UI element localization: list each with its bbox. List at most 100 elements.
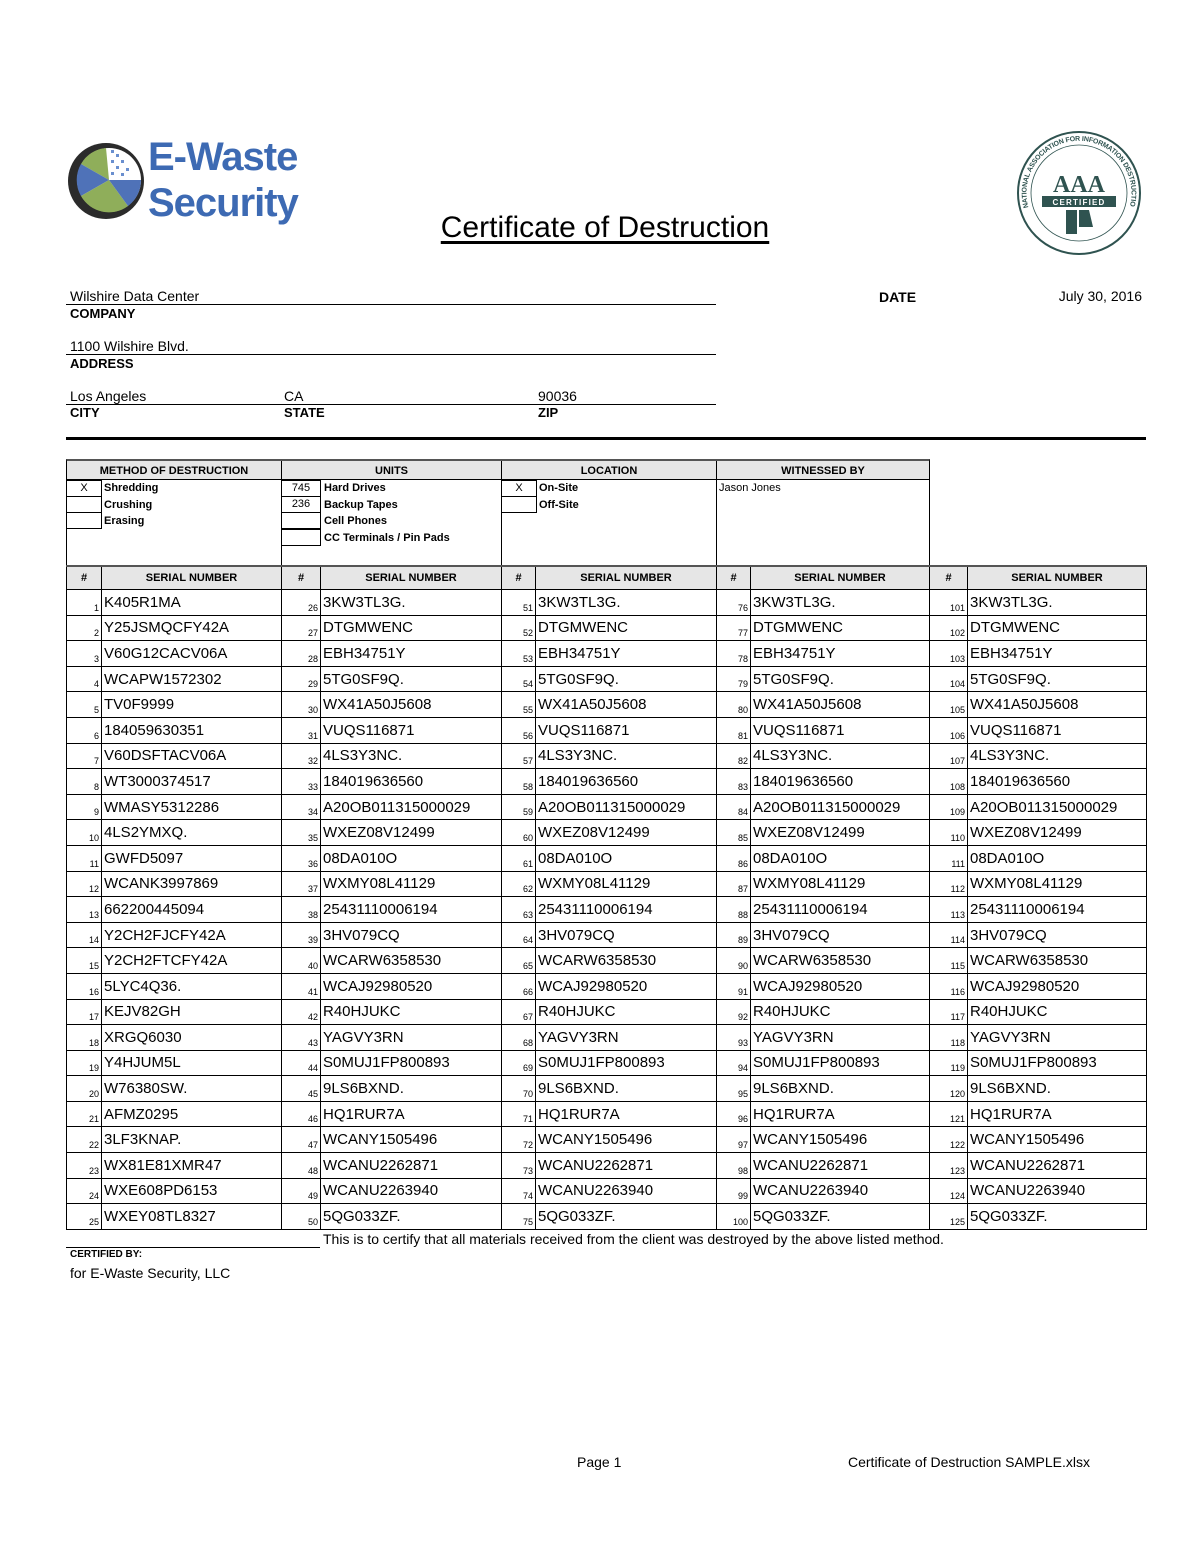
serial-number: WCANU2262871 [750,1152,930,1179]
item-number: 72 [501,1126,536,1154]
serial-number: R40HJUKC [967,998,1147,1026]
serial-number: VUQS116871 [535,716,717,744]
location-off-site-checkbox[interactable] [502,496,537,513]
serial-number: AFMZ0295 [101,1100,282,1128]
item-number: 121 [929,1100,968,1128]
item-number: 81 [716,716,751,744]
serial-number: HQ1RUR7A [750,1100,930,1128]
serial-number: WCAJ92980520 [750,972,930,1000]
item-number: 29 [281,665,321,693]
zip-label: ZIP [538,405,559,420]
item-number: 90 [716,947,751,974]
file-name: Certificate of Destruction SAMPLE.xlsx [848,1454,1090,1470]
item-number: 53 [501,640,536,667]
units-backup-tapes-label: Backup Tapes [324,499,398,511]
serial-number: 3HV079CQ [967,921,1147,949]
serial-header: SERIAL NUMBER [967,565,1147,590]
serial-number: 5TG0SF9Q. [320,665,502,693]
table-row: 5 TV0F9999 30 WX41A50J5608 55 WX41A50J5608 80 W… [66,691,1147,718]
item-number: 26 [281,589,321,616]
item-number: 9 [66,793,102,821]
item-number: 93 [716,1024,751,1051]
item-number: 24 [66,1177,102,1205]
method-crushing-label: Crushing [104,499,153,511]
units-backup-tapes-count[interactable]: 236 [282,496,321,513]
item-number: 97 [716,1126,751,1154]
item-number: 55 [501,691,536,718]
item-number: 89 [716,921,751,949]
item-number: 111 [929,844,968,872]
serial-header: SERIAL NUMBER [320,565,502,590]
method-erasing-label: Erasing [104,515,145,527]
table-row: 6 184059630351 31 VUQS116871 56 VUQS116871 81 V… [66,716,1147,744]
city-value: Los Angeles [70,388,147,404]
address-label: ADDRESS [70,356,134,371]
serial-number: YAGVY3RN [535,1024,717,1051]
item-number: 73 [501,1152,536,1179]
state-value: CA [284,388,304,404]
serial-number: V60G12CACV06A [101,640,282,667]
serial-number: WX41A50J5608 [967,691,1147,718]
serial-number: 5QG033ZF. [967,1203,1147,1230]
serial-number: 08DA010O [320,844,502,872]
serial-number: 25431110006194 [750,896,930,923]
method-erasing-checkbox[interactable] [67,512,102,529]
num-header: # [281,565,321,590]
serial-number: DTGMWENC [967,614,1147,642]
method-crushing-checkbox[interactable] [67,496,102,513]
item-number: 69 [501,1049,536,1077]
item-number: 41 [281,972,321,1000]
item-number: 110 [929,819,968,846]
serial-number: EBH34751Y [750,640,930,667]
table-row: 8 WT3000374517 33 184019636560 58 18401963656… [66,768,1147,795]
serial-number: WXEY08TL8327 [101,1203,282,1230]
serial-number: A20OB011315000029 [967,793,1147,821]
item-number: 66 [501,972,536,1000]
item-number: 47 [281,1126,321,1154]
serial-number: V60DSFTACV06A [101,742,282,770]
item-number: 122 [929,1126,968,1154]
serial-number: WCARW6358530 [750,947,930,974]
serial-number: 9LS6BXND. [750,1075,930,1102]
method-shredding-checkbox[interactable]: X [67,480,102,497]
item-number: 84 [716,793,751,821]
table-row: 18 XRGQ6030 43 YAGVY3RN 68 YAGVY3RN 93 YAGVY3RN… [66,1024,1147,1051]
item-number: 107 [929,742,968,770]
serial-number: 5TG0SF9Q. [750,665,930,693]
serial-number: 08DA010O [750,844,930,872]
table-row: 11 GWFD5097 36 08DA010O 61 08DA010O 86 08DA010O… [66,844,1147,872]
serial-number: 9LS6BXND. [320,1075,502,1102]
serial-number: WCANU2263940 [535,1177,717,1205]
method-shredding-label: Shredding [104,482,159,494]
serial-number: WCAJ92980520 [320,972,502,1000]
item-number: 2 [66,614,102,642]
table-row: 13 662200445094 38 25431110006194 63 25431110… [66,896,1147,923]
serial-number: 08DA010O [535,844,717,872]
serial-number: 4LS2YMXQ. [101,819,282,846]
units-cc-terminals-count[interactable] [282,529,321,546]
serial-number: 184019636560 [320,768,502,795]
item-number: 45 [281,1075,321,1102]
serial-number: WXEZ08V12499 [535,819,717,846]
location-on-site-checkbox[interactable]: X [502,480,537,497]
serial-number: S0MUJ1FP800893 [535,1049,717,1077]
num-header: # [929,565,968,590]
serial-number: WXEZ08V12499 [320,819,502,846]
serial-number: WCANY1505496 [967,1126,1147,1154]
item-number: 112 [929,870,968,898]
units-cell-phones-count[interactable] [282,512,321,529]
item-number: 59 [501,793,536,821]
serial-number: WCANY1505496 [320,1126,502,1154]
units-hard-drives-count[interactable]: 745 [282,480,321,497]
item-number: 31 [281,716,321,744]
table-row: 21 AFMZ0295 46 HQ1RUR7A 71 HQ1RUR7A 96 HQ1RUR7A… [66,1100,1147,1128]
serial-number: EBH34751Y [967,640,1147,667]
table-row: 12 WCANK3997869 37 WXMY08L41129 62 WXMY08L411… [66,870,1147,898]
item-number: 77 [716,614,751,642]
item-number: 40 [281,947,321,974]
item-number: 27 [281,614,321,642]
serial-number: WX81E81XMR47 [101,1152,282,1179]
serial-number: R40HJUKC [535,998,717,1026]
item-number: 88 [716,896,751,923]
method-header: METHOD OF DESTRUCTION [67,461,282,480]
